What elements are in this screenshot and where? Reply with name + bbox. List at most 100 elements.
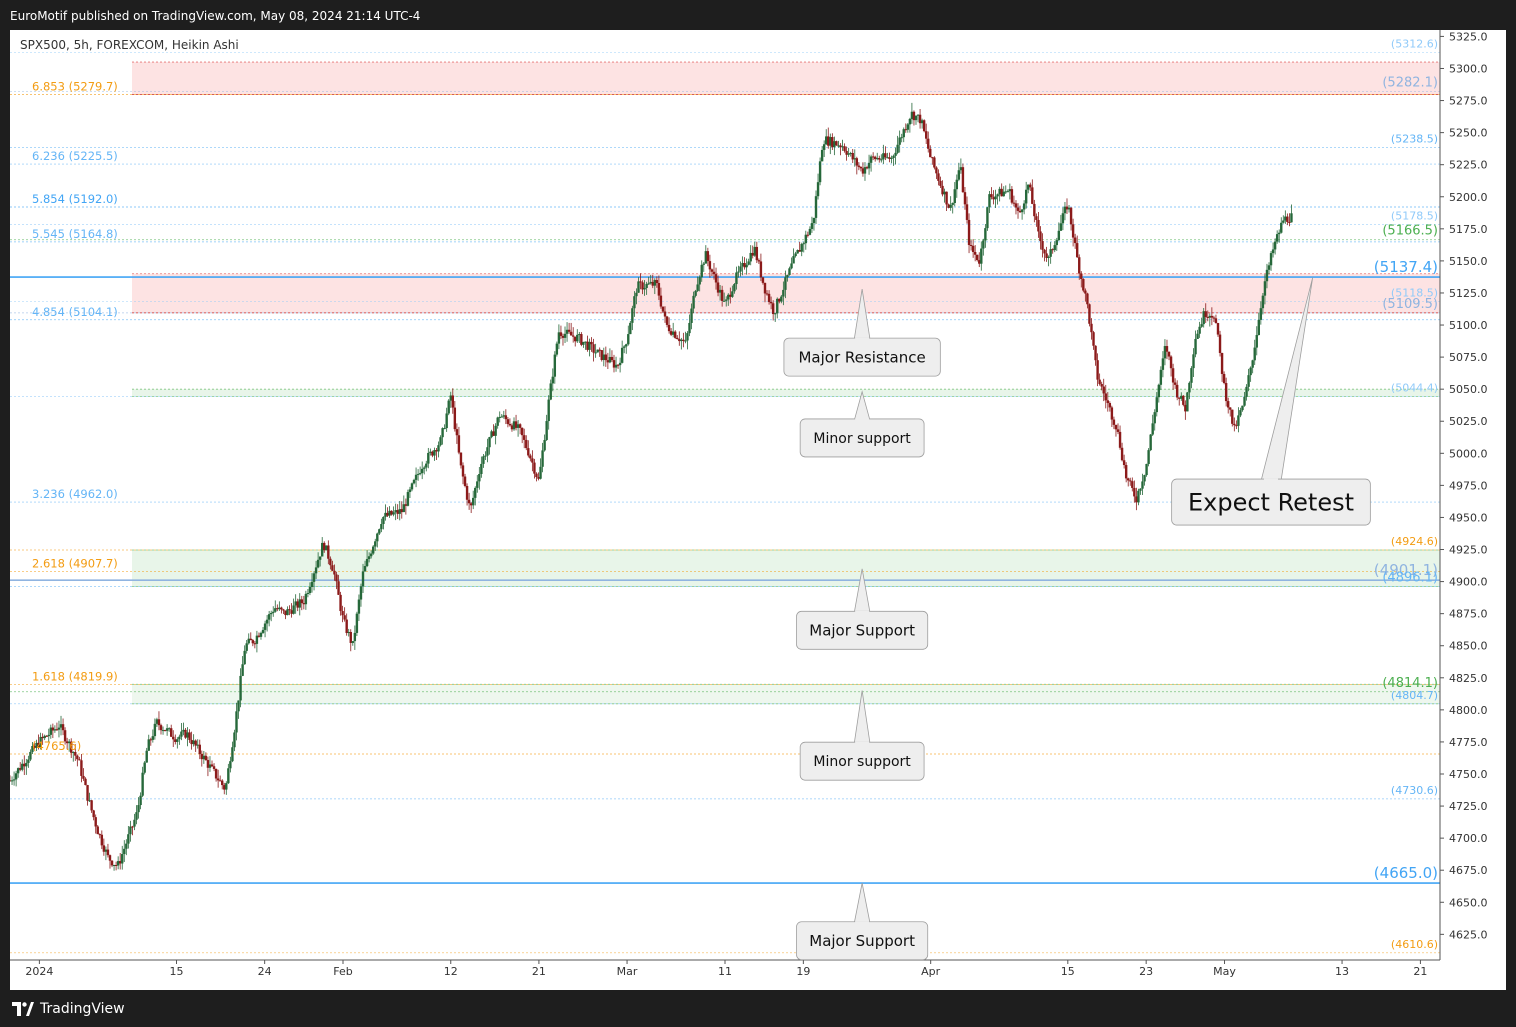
candle-bull: [1278, 232, 1281, 235]
fib-level-label: 2.618 (4907.7): [32, 557, 118, 571]
candle-bear: [598, 349, 601, 351]
candle-bull: [308, 586, 312, 593]
candle-bear: [1214, 318, 1218, 324]
candle-bear: [525, 439, 528, 449]
candle-bear: [508, 423, 512, 426]
candle-bull: [1263, 281, 1267, 296]
candle-bull: [1008, 189, 1012, 192]
candle-bull: [555, 343, 559, 355]
candle-bear: [455, 429, 459, 436]
callout: Minor support: [799, 690, 925, 781]
candle-bull: [416, 473, 420, 475]
candle-bull: [898, 137, 901, 145]
candle-bear: [1033, 203, 1036, 217]
candle-bull: [1151, 423, 1154, 435]
callout-joint: [855, 337, 870, 341]
candle-bull: [608, 356, 612, 363]
candle-bull: [447, 400, 450, 414]
candle-bull: [427, 452, 430, 464]
candle-bull: [1245, 386, 1248, 397]
fib-level-label: 3.236 (4962.0): [32, 487, 118, 501]
candle-bull: [808, 228, 812, 235]
candle-bull: [374, 541, 377, 547]
candle-bull: [645, 283, 648, 288]
y-tick-label: 5200.0: [1449, 191, 1488, 204]
candle-bull: [490, 431, 493, 438]
candle-bull: [635, 292, 638, 297]
candle-bull: [700, 264, 703, 278]
candle-bull: [112, 865, 116, 867]
candle-bull: [380, 524, 383, 530]
candle-bear: [682, 339, 685, 341]
price-level-label: (4896.1): [1382, 571, 1438, 586]
candle-bull: [786, 274, 789, 278]
candle-bear: [1226, 401, 1230, 408]
candle-bull: [304, 593, 308, 605]
candle-bear: [451, 395, 454, 408]
candle-bull: [557, 332, 561, 344]
candle-bull: [1153, 412, 1156, 424]
candle-bear: [345, 619, 348, 634]
candle-bull: [1143, 475, 1146, 482]
x-tick-label: 11: [718, 965, 732, 978]
candle-bull: [869, 156, 873, 163]
candle-bear: [1233, 423, 1236, 426]
candle-bear: [41, 736, 44, 739]
candle-bull: [1047, 256, 1050, 258]
candle-bull: [1247, 375, 1250, 387]
candle-bull: [725, 299, 728, 301]
candle-bull: [133, 819, 136, 827]
candle-bear: [1082, 279, 1085, 291]
candle-bull: [12, 779, 16, 781]
x-tick-label: 15: [170, 965, 184, 978]
candle-bull: [882, 153, 885, 160]
y-tick-label: 4700.0: [1449, 832, 1488, 845]
y-tick-label: 5075.0: [1449, 351, 1488, 364]
candle-bear: [1116, 429, 1120, 432]
x-tick-label: Feb: [333, 965, 352, 978]
candle-bear: [1104, 393, 1107, 401]
candle-bear: [1127, 478, 1130, 481]
candle-bull: [539, 466, 542, 479]
fib-level-label: 5.854 (5192.0): [32, 192, 118, 206]
candle-bull: [443, 428, 446, 430]
candle-bear: [1014, 203, 1018, 208]
candle-bear: [70, 741, 73, 753]
candle-bull: [263, 623, 267, 630]
candle-bull: [357, 599, 361, 614]
candle-bull: [602, 354, 605, 360]
candle-bull: [614, 364, 618, 368]
candle-bull: [943, 191, 946, 195]
candle-bear: [108, 855, 112, 861]
y-tick-label: 4925.0: [1449, 544, 1488, 557]
price-chart[interactable]: 6.853 (5279.7) 6.236 (5225.5) 5.854 (5192.…: [10, 30, 1506, 990]
candle-bull: [496, 417, 499, 426]
candle-bear: [159, 725, 163, 731]
candle-bull: [153, 723, 157, 737]
candle-bear: [586, 341, 589, 350]
candle-bear: [76, 755, 79, 760]
candle-bull: [1141, 481, 1144, 489]
candle-bear: [535, 473, 538, 478]
candle-bear: [978, 260, 981, 264]
candle-bull: [731, 291, 734, 297]
candle-bear: [282, 609, 285, 611]
candle-bull: [1273, 241, 1277, 250]
candle-bull: [1265, 269, 1269, 282]
candle-bear: [1235, 425, 1238, 427]
candle-bull: [890, 157, 893, 159]
candle-bull: [647, 283, 650, 285]
candle-bear: [118, 861, 122, 864]
candle-bear: [1071, 224, 1075, 238]
candle-bull: [1004, 191, 1007, 193]
callout-text: Major Support: [809, 622, 915, 640]
candle-bull: [737, 271, 740, 273]
candle-bear: [341, 611, 344, 616]
candle-bear: [571, 335, 575, 337]
candle-bear: [74, 752, 77, 756]
candle-bear: [1108, 403, 1112, 408]
candle-bear: [94, 817, 97, 827]
candle-bear: [431, 451, 434, 456]
candle-bear: [661, 306, 665, 312]
candle-bull: [704, 251, 708, 264]
